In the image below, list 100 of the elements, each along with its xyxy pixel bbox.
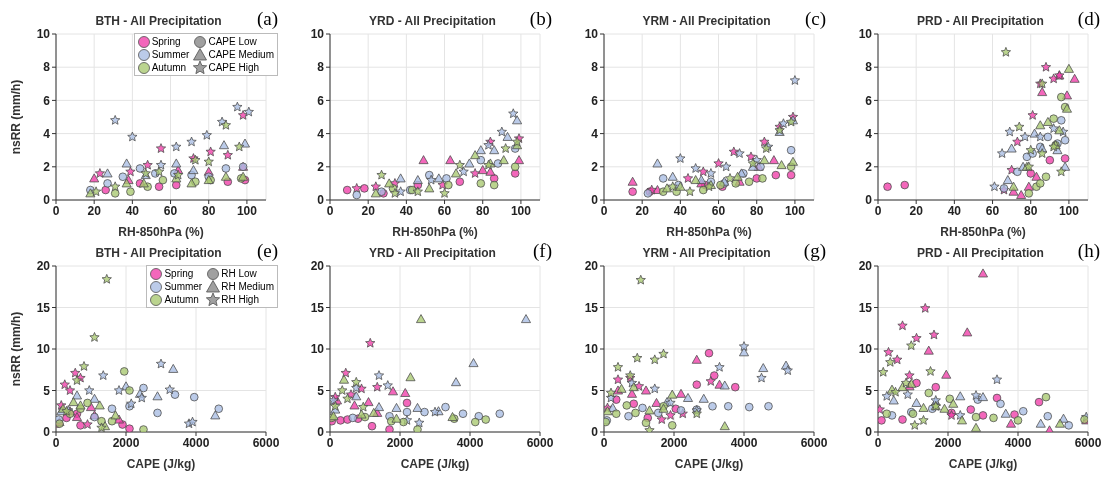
y-tick-label: 0 [865, 425, 873, 440]
text: (d) [1077, 8, 1100, 30]
x-tick-label: 100 [510, 203, 532, 218]
x-axis-title: CAPE (J/kg) [948, 457, 1018, 471]
y-tick-label: 0 [591, 193, 599, 208]
y-tick-label: 2 [865, 160, 873, 175]
annotation: CAPE Medium [208, 49, 274, 60]
x-tick-label: 6000 [526, 435, 554, 450]
x-axis-title: CAPE (J/kg) [126, 457, 196, 471]
chart-title: BTH - All Precipitation [94, 246, 223, 260]
x-tick-label: 2000 [112, 435, 140, 450]
y-tick-label: 5 [43, 383, 51, 398]
y-tick-label: 5 [865, 383, 873, 398]
legend-label: Summer [164, 281, 203, 292]
x-tick-label: 80 [202, 203, 216, 218]
x-tick-label: 6000 [1074, 435, 1102, 450]
text: (h) [1077, 240, 1100, 262]
x-tick-label: 20 [87, 203, 102, 218]
x-tick-label: 4000 [1004, 435, 1032, 450]
y-tick-label: 0 [317, 425, 325, 440]
y-tick-label: 15 [310, 300, 325, 315]
y-tick-label: 10 [36, 342, 51, 357]
chart-title: BTH - All Precipitation [94, 14, 223, 28]
annotation: RH Low [221, 268, 257, 279]
annotation: CAPE Low [208, 36, 257, 47]
y-tick-label: 8 [591, 60, 599, 75]
chart-title: YRM - All Precipitation [641, 246, 772, 260]
y-tick-label: 15 [584, 300, 599, 315]
x-tick-label: 80 [750, 203, 764, 218]
x-tick-label: 4000 [730, 435, 758, 450]
legend-label: Summer [151, 49, 190, 60]
y-tick-label: 20 [310, 259, 325, 274]
y-tick-label: 4 [317, 126, 325, 141]
chart-title: YRD - All Precipitation [368, 246, 497, 260]
x-tick-label: 40 [399, 203, 414, 218]
y-tick-label: 5 [317, 383, 325, 398]
y-tick-label: 6 [865, 93, 873, 108]
y-tick-label: 8 [317, 60, 325, 75]
y-tick-label: 0 [43, 425, 51, 440]
y-tick-label: 10 [584, 27, 599, 42]
annotation: CAPE High [208, 62, 259, 73]
chart-title: PRD - All Precipitation [916, 246, 1045, 260]
x-tick-label: 60 [163, 203, 178, 218]
x-tick-label: 40 [673, 203, 688, 218]
x-axis-title: RH-850hPa (%) [940, 225, 1026, 239]
y-tick-label: 10 [310, 27, 325, 42]
chart-title: YRD - All Precipitation [368, 14, 497, 28]
x-axis-title: CAPE (J/kg) [400, 457, 470, 471]
x-tick-label: 6000 [252, 435, 280, 450]
text: (b) [529, 8, 552, 30]
x-tick-label: 2000 [386, 435, 414, 450]
x-tick-label: 2000 [660, 435, 688, 450]
y-tick-label: 6 [317, 93, 325, 108]
x-axis-title: RH-850hPa (%) [666, 225, 752, 239]
text: (a) [256, 8, 278, 30]
y-tick-label: 20 [36, 259, 51, 274]
x-tick-label: 80 [476, 203, 490, 218]
y-tick-label: 10 [584, 342, 599, 357]
y-tick-label: 6 [43, 93, 51, 108]
y-tick-label: 0 [43, 193, 51, 208]
y-tick-label: 5 [591, 383, 599, 398]
y-tick-label: 0 [865, 193, 873, 208]
x-tick-label: 2000 [934, 435, 962, 450]
y-tick-label: 2 [43, 160, 51, 175]
chart-title: PRD - All Precipitation [916, 14, 1045, 28]
x-tick-label: 60 [985, 203, 1000, 218]
y-tick-label: 6 [591, 93, 599, 108]
y-tick-label: 4 [591, 126, 599, 141]
x-tick-label: 20 [909, 203, 924, 218]
text: (c) [804, 8, 826, 30]
x-tick-label: 40 [125, 203, 140, 218]
y-tick-label: 20 [584, 259, 599, 274]
legend-label: Spring [164, 268, 194, 279]
x-axis-title: RH-850hPa (%) [118, 225, 204, 239]
y-tick-label: 2 [317, 160, 325, 175]
x-tick-label: 20 [361, 203, 376, 218]
y-tick-label: 10 [36, 27, 51, 42]
y-tick-label: 20 [858, 259, 873, 274]
y-tick-label: 4 [43, 126, 51, 141]
x-tick-label: 4000 [456, 435, 484, 450]
y-tick-label: 15 [858, 300, 873, 315]
y-tick-label: 0 [591, 425, 599, 440]
annotation: RH High [221, 294, 259, 305]
y-tick-label: 2 [591, 160, 599, 175]
x-tick-label: 100 [236, 203, 258, 218]
text: (e) [256, 240, 278, 262]
legend-label: Spring [151, 36, 181, 47]
x-tick-label: 100 [1058, 203, 1080, 218]
y-tick-label: 4 [865, 126, 873, 141]
annotation: RH Medium [221, 281, 274, 292]
x-tick-label: 60 [711, 203, 726, 218]
x-tick-label: 20 [635, 203, 650, 218]
x-tick-label: 80 [1024, 203, 1038, 218]
x-tick-label: 40 [947, 203, 962, 218]
chart-title: YRM - All Precipitation [641, 14, 772, 28]
text: (f) [533, 240, 552, 262]
x-axis-title: CAPE (J/kg) [674, 457, 744, 471]
text: (g) [803, 240, 826, 262]
legend-label: Autumn [164, 294, 199, 305]
y-tick-label: 8 [43, 60, 51, 75]
